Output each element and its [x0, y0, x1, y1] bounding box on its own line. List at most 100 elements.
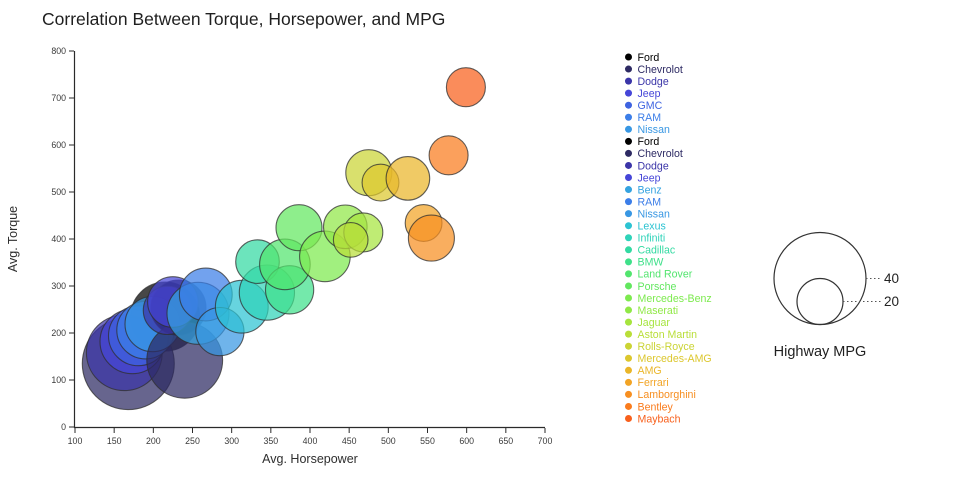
legend-dot [625, 89, 632, 97]
legend-item: Dodge [625, 76, 669, 88]
x-tick-label: 350 [263, 436, 278, 446]
legend-label: Rolls-Royce [638, 341, 695, 353]
legend-item: Dodge [625, 160, 669, 172]
y-tick-label: 200 [51, 328, 66, 338]
x-tick-label: 600 [459, 436, 474, 446]
legend-item: AMG [625, 365, 662, 377]
x-tick-label: 250 [185, 436, 200, 446]
x-tick-label: 550 [420, 436, 435, 446]
legend-item: Chevrolot [625, 148, 683, 160]
legend-item: Lamborghini [625, 389, 696, 401]
legend-label: Lamborghini [638, 389, 696, 401]
legend-item: Mercedes-AMG [625, 353, 712, 365]
bubble [445, 67, 486, 108]
legend-dot [625, 282, 632, 290]
legend-dot [625, 161, 632, 169]
legend-label: Maserati [638, 305, 679, 317]
legend-label: Dodge [638, 160, 669, 172]
legend-label: Jeep [638, 172, 661, 184]
legend-item: Infiniti [625, 233, 665, 245]
legend-item: BMW [625, 257, 663, 269]
x-tick-label: 500 [381, 436, 396, 446]
legend-label: Ford [638, 52, 660, 64]
legend-dot [625, 246, 632, 254]
legend-dot [625, 53, 632, 61]
legend-dot [625, 149, 632, 157]
x-tick-label: 300 [224, 436, 239, 446]
bubble [385, 156, 431, 201]
legend-dot [625, 390, 632, 398]
y-tick-label: 500 [51, 187, 66, 197]
legend-dot [625, 354, 632, 362]
legend-item: RAM [625, 196, 661, 208]
legend-label: Jaguar [638, 317, 671, 329]
bubble [332, 222, 369, 258]
legend-label: Mercedes-AMG [638, 353, 712, 365]
legend-dot [625, 306, 632, 314]
legend-item: Lexus [625, 221, 666, 233]
y-tick-label: 0 [61, 422, 66, 432]
x-axis-label: Avg. Horsepower [262, 452, 358, 466]
legend-item: Porsche [625, 281, 676, 293]
legend-item: Mercedes-Benz [625, 293, 712, 305]
legend-dot [625, 318, 632, 326]
legend-dot [625, 402, 632, 410]
x-tick-label: 650 [498, 436, 513, 446]
size-legend-value: 20 [884, 294, 899, 309]
legend-label: Ford [638, 136, 660, 148]
chart-title: Correlation Between Torque, Horsepower, … [42, 9, 445, 29]
y-tick-label: 300 [51, 281, 66, 291]
y-tick-label: 400 [51, 234, 66, 244]
x-tick-label: 150 [107, 436, 122, 446]
legend-label: Benz [638, 184, 662, 196]
size-legend: 40 20 [773, 231, 899, 326]
y-axis-label: Avg. Torque [6, 206, 20, 272]
legend-item: Maybach [625, 413, 681, 425]
axes: 100 150 200 250 300 350 400 450 500 550 600 650 700 0… [51, 46, 552, 446]
legend-label: Nissan [638, 208, 670, 220]
legend-dot [625, 113, 632, 121]
legend-label: Aston Martin [638, 329, 698, 341]
legend-item: Ford [625, 136, 659, 148]
legend-item: Jeep [625, 172, 661, 184]
legend-item: Benz [625, 184, 662, 196]
legend-item: Aston Martin [625, 329, 697, 341]
y-tick-label: 700 [51, 93, 66, 103]
legend-label: Land Rover [638, 269, 693, 281]
legend-label: Dodge [638, 76, 669, 88]
legend-dot [625, 270, 632, 278]
legend-label: RAM [638, 112, 662, 124]
legend-dot [625, 210, 632, 218]
legend-dot [625, 294, 632, 302]
x-tick-label: 450 [342, 436, 357, 446]
legend-item: Bentley [625, 401, 674, 413]
size-legend-circle [796, 277, 844, 326]
legend-item: Rolls-Royce [625, 341, 695, 353]
legend-dot [625, 125, 632, 133]
legend-label: AMG [638, 365, 662, 377]
legend-item: Ford [625, 52, 659, 64]
legend-label: Nissan [638, 124, 670, 136]
legend-dot [625, 65, 632, 73]
legend-item: RAM [625, 112, 661, 124]
legend-label: Chevrolot [638, 64, 683, 76]
legend-item: Land Rover [625, 269, 693, 281]
legend-label: Cadillac [638, 245, 676, 257]
legend-label: Maybach [638, 413, 681, 425]
legend-label: GMC [638, 100, 663, 112]
legend-dot [625, 222, 632, 230]
legend-label: Ferrari [638, 377, 669, 389]
legend-label: Infiniti [638, 233, 666, 245]
bubbles-layer [81, 67, 486, 411]
legend-item: Jaguar [625, 317, 670, 329]
x-tick-label: 400 [303, 436, 318, 446]
legend-dot [625, 342, 632, 350]
legend-label: Lexus [638, 221, 666, 233]
x-tick-label: 700 [538, 436, 553, 446]
legend-item: Maserati [625, 305, 678, 317]
legend-item: Nissan [625, 208, 670, 220]
bubble [407, 214, 455, 262]
legend-dot [625, 174, 632, 181]
legend-item: GMC [625, 100, 663, 112]
